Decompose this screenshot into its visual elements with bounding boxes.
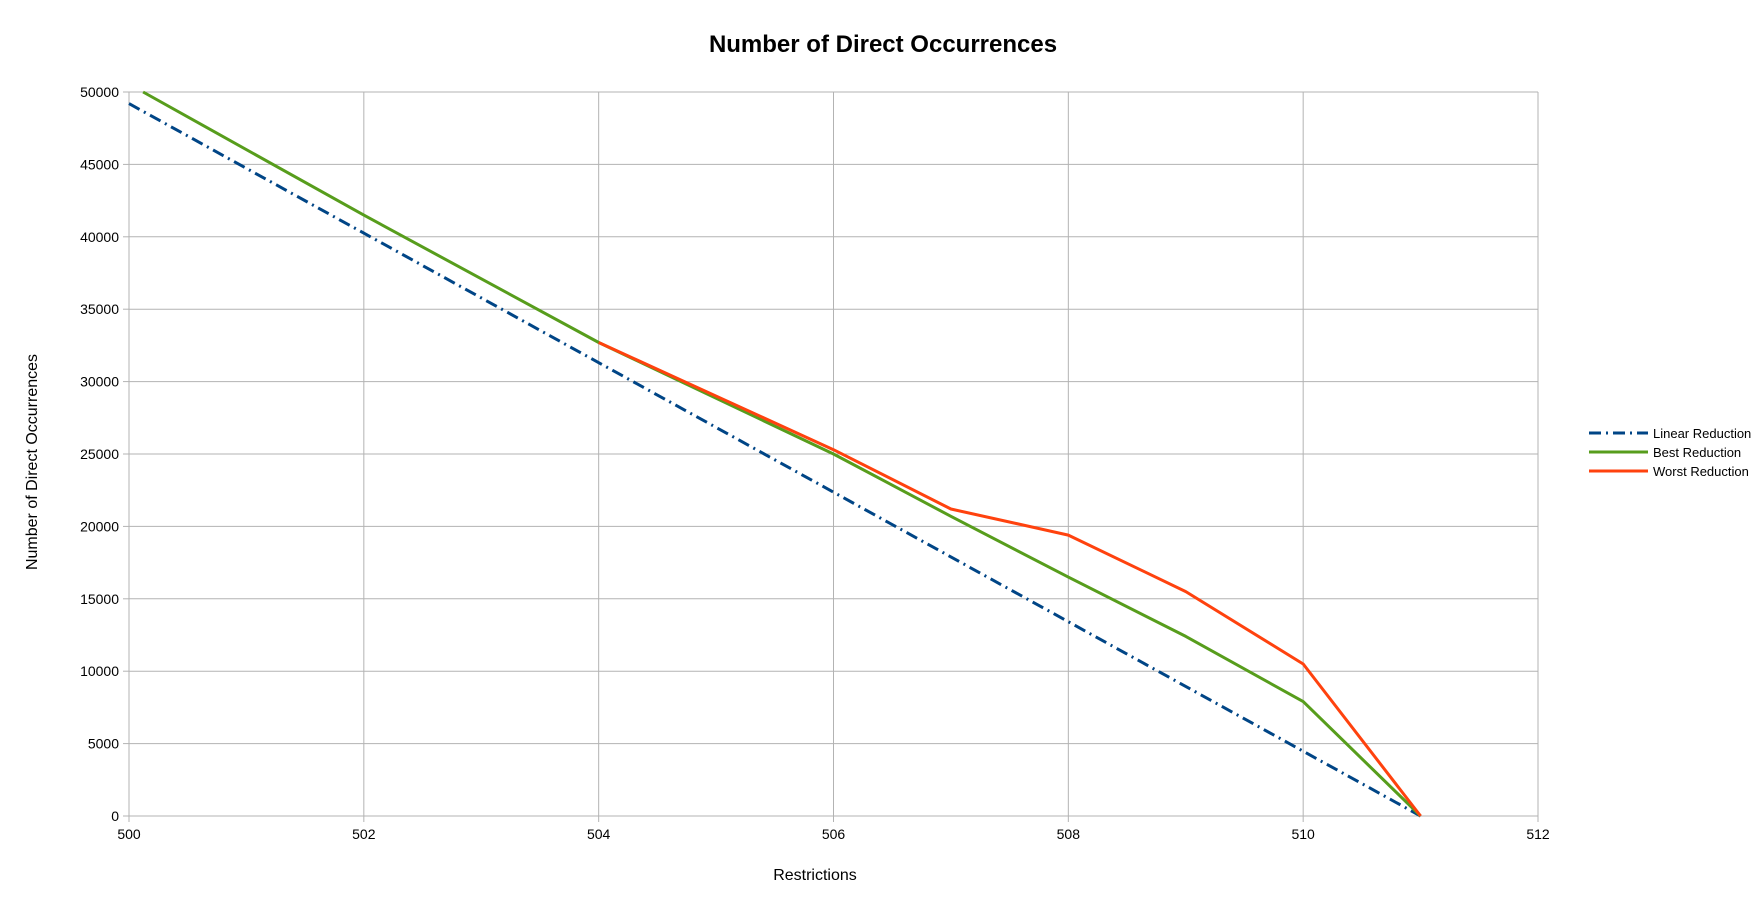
x-tick-label: 504 <box>587 826 611 842</box>
legend-label-2: Worst Reduction <box>1653 464 1749 479</box>
series-group <box>128 90 1422 818</box>
y-tick-label: 50000 <box>80 84 119 100</box>
y-tick-label: 45000 <box>80 156 119 172</box>
y-tick-label: 35000 <box>80 301 119 317</box>
legend: Linear Reduction Best Reduction Worst Redu… <box>1589 426 1751 479</box>
y-tick-label: 15000 <box>80 591 119 607</box>
y-tick-label: 40000 <box>80 229 119 245</box>
series-line-0 <box>128 102 1422 818</box>
legend-label-1: Best Reduction <box>1653 445 1741 460</box>
y-tick-label: 20000 <box>80 518 119 534</box>
x-tick-label: 506 <box>822 826 846 842</box>
y-tick-labels: 0 5000 10000 15000 20000 25000 30000 35000 40000… <box>80 84 119 824</box>
x-axis-label: Restrictions <box>773 867 857 884</box>
series-line-1 <box>142 90 1422 818</box>
chart-title: Number of Direct Occurrences <box>709 31 1057 58</box>
y-tick-label: 25000 <box>80 446 119 462</box>
x-tick-label: 500 <box>117 826 141 842</box>
x-tick-label: 512 <box>1526 826 1550 842</box>
legend-label-0: Linear Reduction <box>1653 426 1751 441</box>
y-tick-label: 30000 <box>80 374 119 390</box>
series-line-2 <box>598 341 1422 817</box>
x-tick-label: 502 <box>352 826 376 842</box>
y-tick-label: 5000 <box>88 736 119 752</box>
y-axis-label: Number of Direct Occurrences <box>24 354 41 570</box>
y-tick-label: 10000 <box>80 663 119 679</box>
x-tick-label: 510 <box>1291 826 1315 842</box>
x-tick-labels: 500 502 504 506 508 510 512 <box>117 826 1550 842</box>
y-tick-label: 0 <box>111 808 119 824</box>
x-tick-label: 508 <box>1057 826 1081 842</box>
axes <box>123 91 1539 822</box>
